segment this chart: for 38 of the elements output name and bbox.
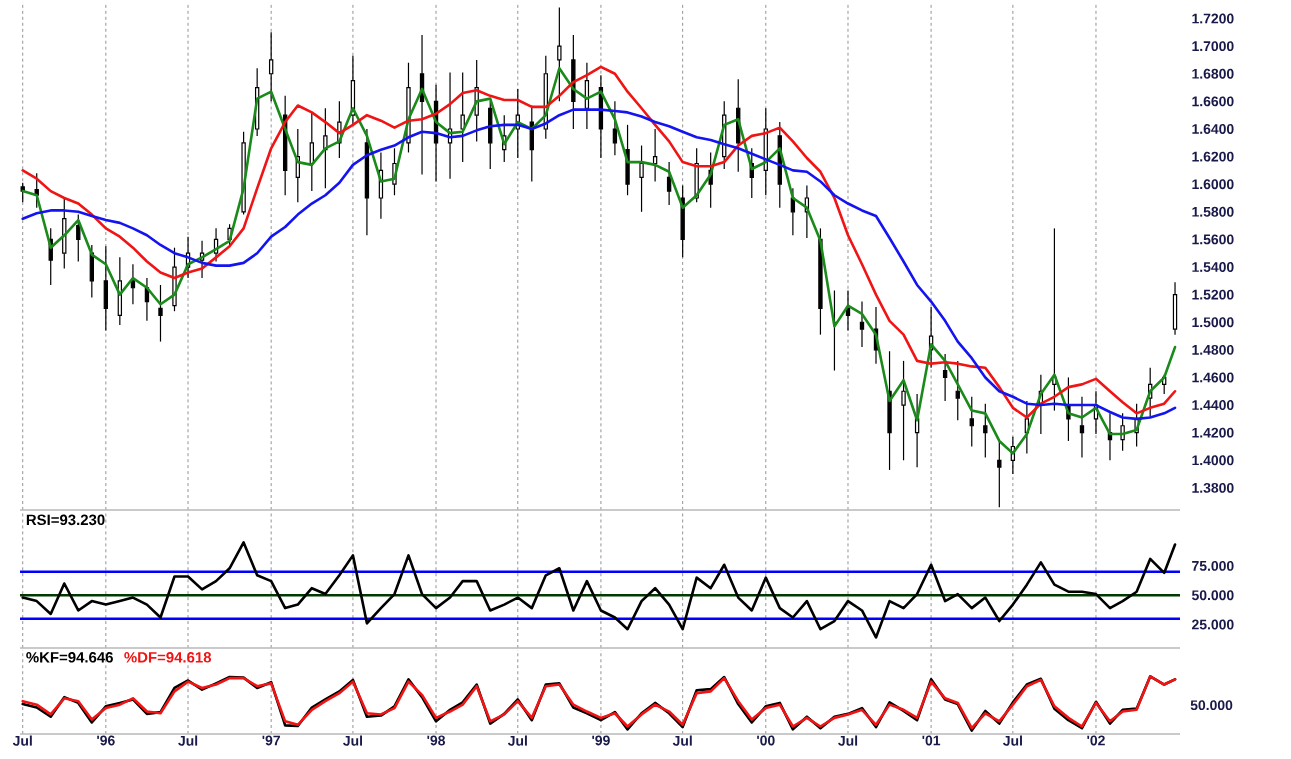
x-tick-label: '96 <box>97 735 115 746</box>
y-tick-label: 1.5800 <box>1192 206 1234 217</box>
x-tick-label: '02 <box>1087 735 1105 746</box>
x-tick-label: Jul <box>507 735 527 746</box>
x-tick-label: '00 <box>757 735 775 746</box>
y-tick-label: 1.6800 <box>1192 68 1234 79</box>
y-tick-label: 1.3800 <box>1192 482 1234 493</box>
x-tick-label: Jul <box>838 735 858 746</box>
y-tick-label: 1.7200 <box>1192 13 1234 24</box>
y-tick-label: 1.5400 <box>1192 262 1234 272</box>
text: RSI=93.230 <box>26 514 105 526</box>
y-tick-label: 1.4000 <box>1192 455 1234 466</box>
x-tick-label: Jul <box>178 735 198 746</box>
y-tick-label: 1.4400 <box>1192 400 1234 411</box>
x-tick-label: '98 <box>427 735 446 746</box>
y-tick-label: 1.6400 <box>1192 124 1234 134</box>
y-tick-label: 1.6000 <box>1192 179 1234 190</box>
x-tick-label: Jul <box>343 735 363 746</box>
y-tick-label: 1.6600 <box>1192 96 1234 107</box>
x-tick-label: '99 <box>592 735 610 746</box>
y-tick-label: 1.4600 <box>1192 372 1234 383</box>
x-tick-label: Jul <box>1003 735 1022 746</box>
y-tick-label: 1.6200 <box>1192 151 1234 162</box>
y-tick-label: 1.4800 <box>1192 344 1234 355</box>
series-label: %DF=94.618 <box>124 652 212 663</box>
y-tick-label: 1.5000 <box>1192 317 1234 328</box>
text: %KF=94.646 <box>26 652 113 663</box>
y-tick-label: 1.5600 <box>1192 234 1234 245</box>
y-tick-label: 1.4200 <box>1192 427 1234 438</box>
x-tick-label: Jul <box>672 735 692 746</box>
y-tick-label: 75.000 <box>1192 560 1234 571</box>
x-tick-label: '01 <box>922 735 941 746</box>
y-tick-label: 50.000 <box>1191 590 1234 601</box>
y-tick-label: 1.5200 <box>1192 289 1234 300</box>
x-tick-label: '97 <box>262 735 280 746</box>
y-tick-label: 25.000 <box>1192 619 1234 630</box>
y-tick-label: 1.7000 <box>1192 41 1234 52</box>
x-tick-label: Jul <box>12 735 32 746</box>
